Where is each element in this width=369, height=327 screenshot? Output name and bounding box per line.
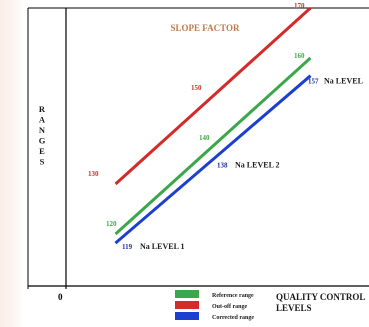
y-axis-label-letter: E	[39, 146, 45, 156]
x-axis-label-line-2: LEVELS	[276, 303, 312, 313]
data-value-label: 130	[88, 170, 99, 178]
data-value-label: 120	[106, 220, 117, 228]
data-value-label: 150	[191, 84, 202, 92]
data-value-label: 140	[199, 134, 210, 142]
series-line	[114, 6, 312, 186]
level-label: Na LEVEL	[324, 77, 363, 86]
legend: Reference range Out-off range Corrected ra…	[175, 290, 254, 321]
y-axis-label-letter: R	[39, 104, 46, 114]
y-axis-label-letter: G	[39, 136, 46, 146]
series-line	[114, 56, 312, 236]
level-label: Na LEVEL 2	[235, 160, 279, 169]
legend-swatch	[175, 312, 199, 320]
data-value-label: 160	[294, 52, 305, 60]
series-group	[114, 6, 312, 245]
y-axis-label-letter: S	[40, 157, 45, 167]
origin-label: 0	[58, 292, 63, 302]
legend-swatch	[175, 301, 199, 309]
legend-swatch	[175, 290, 199, 298]
value-labels-group: 130 150 170 120 140 160 119 138 157 Na LEVEL 1 Na …	[88, 2, 363, 251]
level-label: Na LEVEL 1	[140, 242, 184, 251]
x-axis-label: QUALITY CONTROL LEVELS	[276, 292, 367, 313]
chart-title: SLOPE FACTOR	[171, 23, 240, 33]
data-value-label: 119	[122, 243, 133, 251]
series-line	[114, 74, 312, 245]
legend-label: Reference range	[212, 293, 254, 299]
y-axis-label-letter: N	[39, 125, 46, 135]
data-value-label: 138	[217, 161, 228, 169]
legend-label: Corrected range	[212, 315, 254, 321]
legend-label: Out-off range	[212, 304, 247, 310]
x-axis-label-line-1: QUALITY CONTROL	[276, 292, 365, 302]
y-axis-label-letter: A	[39, 115, 46, 125]
data-value-label: 170	[294, 2, 305, 10]
data-value-label: 157	[308, 78, 319, 86]
